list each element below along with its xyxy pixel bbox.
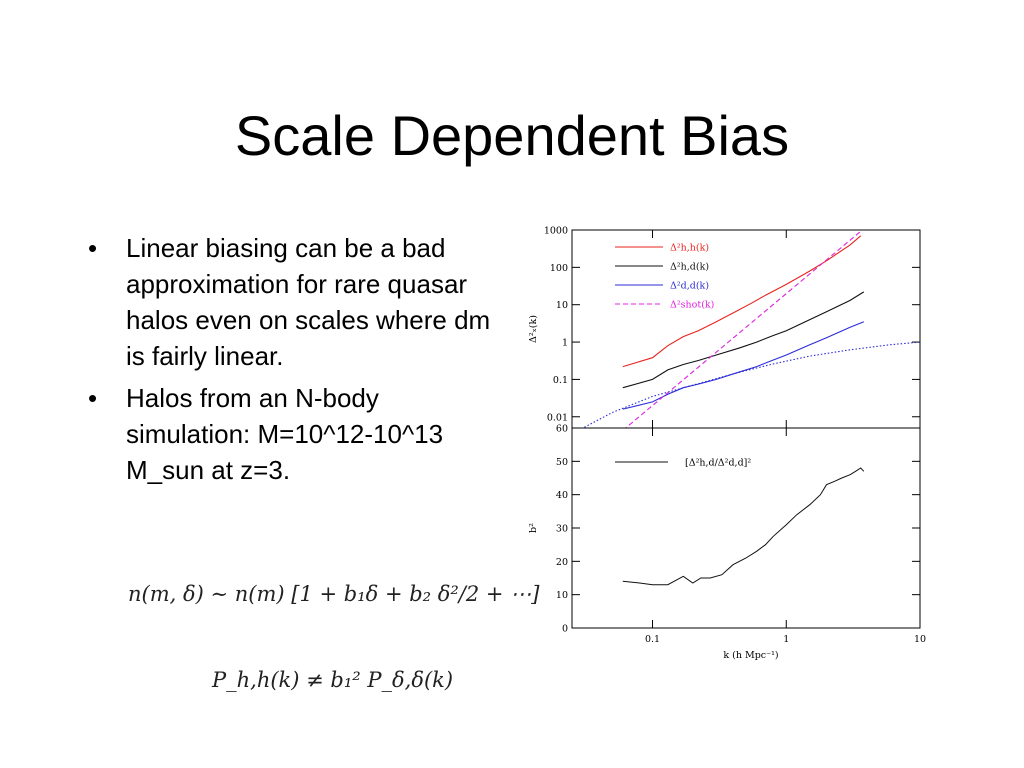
- bullet-text: Halos from an N-body simulation: M=10^12…: [126, 383, 444, 485]
- bias-series-line-0: [622, 467, 865, 586]
- y-tick-label: 10: [556, 300, 568, 311]
- legend-label-0: Δ²h,h(k): [670, 243, 709, 254]
- power-spectrum-panel: 1000 100 10 1 0.1 0.01 Δ²ₓ(k) Δ²h,h(k) Δ²h,d(k) Δ…: [528, 226, 921, 429]
- legend-label-1: Δ²h,d(k): [670, 262, 709, 273]
- x-tick-label: 10: [914, 634, 926, 645]
- bias-panel: 60 50 40 30 20 10 0 0.1 1 10 k (h Mpc⁻¹) b² [Δ²h,d/Δ…: [528, 424, 926, 662]
- bias-expansion-equation: n(m, δ) ∼ n(m) [1 + b₁δ + b₂ δ²/2 + ⋯]: [128, 582, 540, 606]
- series-line-3: [624, 230, 862, 428]
- bullet-text: Linear biasing can be a bad approximatio…: [126, 233, 491, 371]
- power-spectrum-figure: 10001001010.10.01Δ²ₓ(k)Δ²h,h(k)Δ²h,d(k)Δ…: [528, 226, 926, 662]
- y-tick-label: 20: [556, 557, 568, 568]
- bullet-dot: •: [88, 383, 98, 413]
- bullet-item: • Halos from an N-body simulation: M=10^1…: [88, 380, 498, 488]
- y-tick-label: 0.1: [553, 375, 568, 386]
- series-line-0: [622, 235, 862, 368]
- series-line-1: [622, 291, 865, 389]
- slide-title: Scale Dependent Bias: [234, 104, 790, 167]
- y-tick-label: 1000: [544, 226, 568, 237]
- y-tick-label: 40: [556, 490, 568, 501]
- y-tick-label: 10: [556, 590, 568, 601]
- series-line-2: [622, 321, 865, 410]
- bullet-list: • Linear biasing can be a bad approximati…: [88, 230, 498, 494]
- x-axis-label: k (h Mpc⁻¹): [723, 650, 778, 661]
- y-axis-label: b²: [528, 523, 539, 533]
- y-tick-label: 1: [562, 338, 568, 349]
- y-tick-label: 0: [562, 624, 568, 635]
- y-tick-label: 30: [556, 524, 568, 535]
- y-tick-label: 100: [550, 263, 568, 274]
- y-tick-label: 60: [556, 424, 568, 435]
- bias-legend-label: [Δ²h,d/Δ²d,d]²: [685, 458, 751, 469]
- x-tick-label: 0.1: [645, 634, 660, 645]
- bullet-item: • Linear biasing can be a bad approximati…: [88, 230, 498, 374]
- power-spectrum-inequality: P_h,h(k) ≠ b₁² P_δ,δ(k): [212, 668, 454, 692]
- legend-label-2: Δ²d,d(k): [670, 281, 709, 292]
- x-tick-label: 1: [783, 634, 789, 645]
- legend-label-3: Δ²shot(k): [670, 300, 714, 311]
- top-panel-frame: [571, 229, 921, 429]
- y-axis-label: Δ²ₓ(k): [528, 315, 539, 343]
- bullet-dot: •: [88, 233, 98, 263]
- series-line-4: [581, 341, 920, 428]
- y-tick-label: 0.01: [547, 412, 568, 423]
- y-tick-label: 50: [556, 457, 568, 468]
